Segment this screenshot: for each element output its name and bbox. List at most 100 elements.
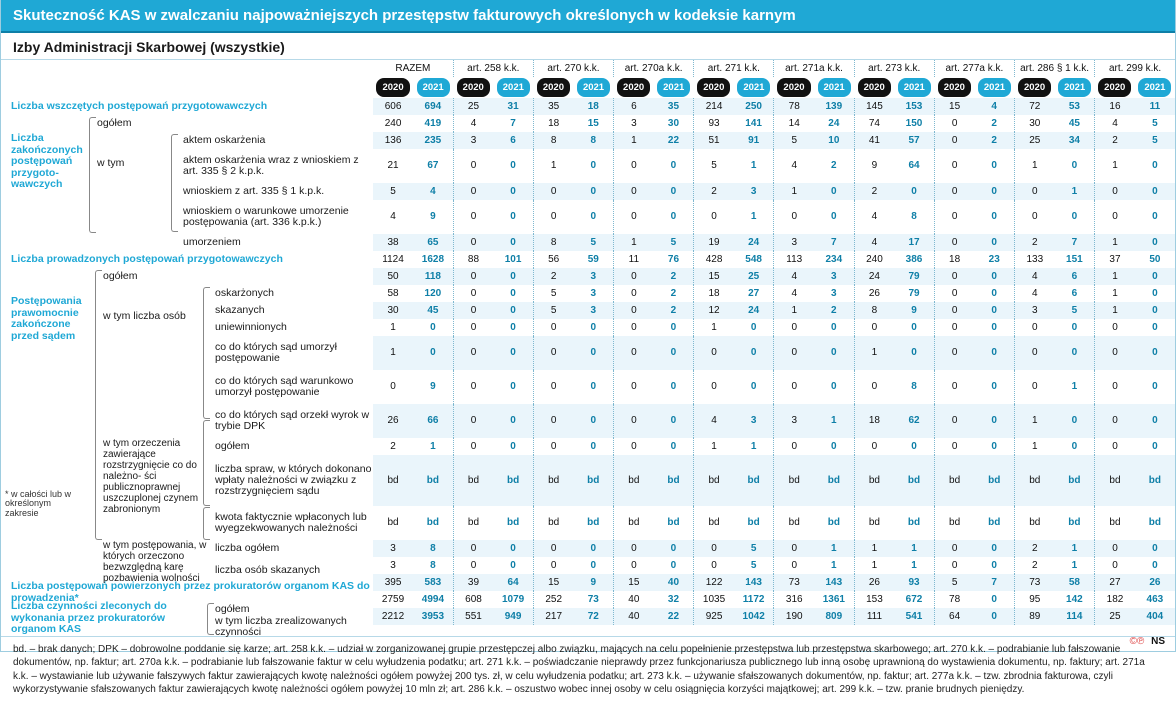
cell: 65	[413, 234, 453, 251]
cell: bd	[453, 506, 493, 540]
table-row: 6066942531351863521425078139145153154725…	[373, 98, 1175, 115]
label-r4c2: liczba spraw, w których dokonano wpłaty …	[215, 455, 373, 506]
cell: 15	[614, 574, 654, 591]
cell: bd	[734, 455, 774, 506]
cell: 88	[453, 251, 493, 268]
cell: 0	[774, 370, 814, 404]
table-row: 21670010005142964001010	[373, 149, 1175, 183]
cell: 0	[614, 268, 654, 285]
cell: 0	[974, 591, 1014, 608]
cell: 3953	[413, 608, 453, 625]
cell: 95	[1015, 591, 1055, 608]
cell: 67	[413, 149, 453, 183]
cell: 3	[373, 557, 413, 574]
cell: 120	[413, 285, 453, 302]
cell: 145	[854, 98, 894, 115]
cell: 3	[573, 302, 613, 319]
cell: 111	[854, 608, 894, 625]
col-header: art. 286 § 1 k.k.	[1015, 60, 1095, 77]
cell: bd	[894, 506, 934, 540]
cell: 0	[533, 370, 573, 404]
table-row: bdbdbdbdbdbdbdbdbdbdbdbdbdbdbdbdbdbdbdbd	[373, 506, 1175, 540]
table-row: 304500530212241289003510	[373, 302, 1175, 319]
cell: 151	[1055, 251, 1095, 268]
cell: 25	[734, 268, 774, 285]
cell: 0	[614, 319, 654, 336]
cell: 0	[854, 319, 894, 336]
label-r4b: w tym liczba osób	[103, 285, 211, 323]
cell: 0	[934, 149, 974, 183]
cell: 72	[573, 608, 613, 625]
cell: 0	[734, 336, 774, 370]
label-r6b: w tym liczba zrealizowanych czynności	[215, 618, 373, 635]
cell: 428	[694, 251, 734, 268]
cell: 4	[974, 98, 1014, 115]
label-r2b3: wnioskiem z art. 335 § 1 k.p.k.	[183, 183, 373, 200]
cell: 2	[1095, 132, 1135, 149]
cell: bd	[533, 455, 573, 506]
cell: 0	[533, 540, 573, 557]
cell: 0	[533, 438, 573, 455]
cell: 0	[1135, 370, 1175, 404]
table-row: 49000000010048000000	[373, 200, 1175, 234]
cell: 0	[373, 370, 413, 404]
cell: 0	[774, 557, 814, 574]
cell: 0	[934, 319, 974, 336]
data-table: RAZEMart. 258 k.k.art. 270 k.k.art. 270a…	[373, 60, 1175, 625]
cell: 2	[1015, 234, 1055, 251]
cell: 7	[814, 234, 854, 251]
cell: bd	[1015, 455, 1055, 506]
cell: 1	[894, 540, 934, 557]
cell: 89	[1015, 608, 1055, 625]
cell: 949	[493, 608, 533, 625]
cell: 0	[1135, 302, 1175, 319]
cell: 142	[1055, 591, 1095, 608]
cell: 2	[1015, 557, 1055, 574]
cell: 17	[894, 234, 934, 251]
cell: 0	[533, 336, 573, 370]
table-row: 501180023021525432479004610	[373, 268, 1175, 285]
cell: 190	[774, 608, 814, 625]
cell: 122	[694, 574, 734, 591]
cell: 38	[373, 234, 413, 251]
cell: 0	[533, 200, 573, 234]
cell: 18	[533, 115, 573, 132]
cell: 59	[573, 251, 613, 268]
cell: 16	[1095, 98, 1135, 115]
cell: 1172	[734, 591, 774, 608]
cell: 0	[934, 132, 974, 149]
cell: bd	[734, 506, 774, 540]
cell: 66	[413, 404, 453, 438]
cell: 548	[734, 251, 774, 268]
cell: 35	[533, 98, 573, 115]
cell: 809	[814, 608, 854, 625]
page-title: Skuteczność KAS w zwalczaniu najpoważnie…	[1, 0, 1175, 33]
cell: 217	[533, 608, 573, 625]
cell: bd	[654, 455, 694, 506]
cell: 64	[934, 608, 974, 625]
cell: 0	[774, 200, 814, 234]
table-row: 09000000000008000100	[373, 370, 1175, 404]
cell: 0	[694, 557, 734, 574]
cell: 143	[734, 574, 774, 591]
cell: 26	[373, 404, 413, 438]
cell: 24	[734, 234, 774, 251]
cell: 5	[1055, 302, 1095, 319]
cell: 1	[614, 132, 654, 149]
cell: 58	[373, 285, 413, 302]
cell: 11	[614, 251, 654, 268]
cell: 4	[694, 404, 734, 438]
year-header: 2020	[934, 77, 974, 98]
cell: 0	[694, 370, 734, 404]
cell: 139	[814, 98, 854, 115]
year-header: 2020	[1095, 77, 1135, 98]
col-header: art. 270 k.k.	[533, 60, 613, 77]
cell: 0	[934, 234, 974, 251]
year-header: 2020	[694, 77, 734, 98]
cell: 113	[774, 251, 814, 268]
cell: 78	[774, 98, 814, 115]
cell: 0	[654, 149, 694, 183]
label-r6-group: Liczba czynności zleconych do wykonania …	[11, 601, 211, 636]
cell: 0	[894, 319, 934, 336]
cell: 153	[854, 591, 894, 608]
